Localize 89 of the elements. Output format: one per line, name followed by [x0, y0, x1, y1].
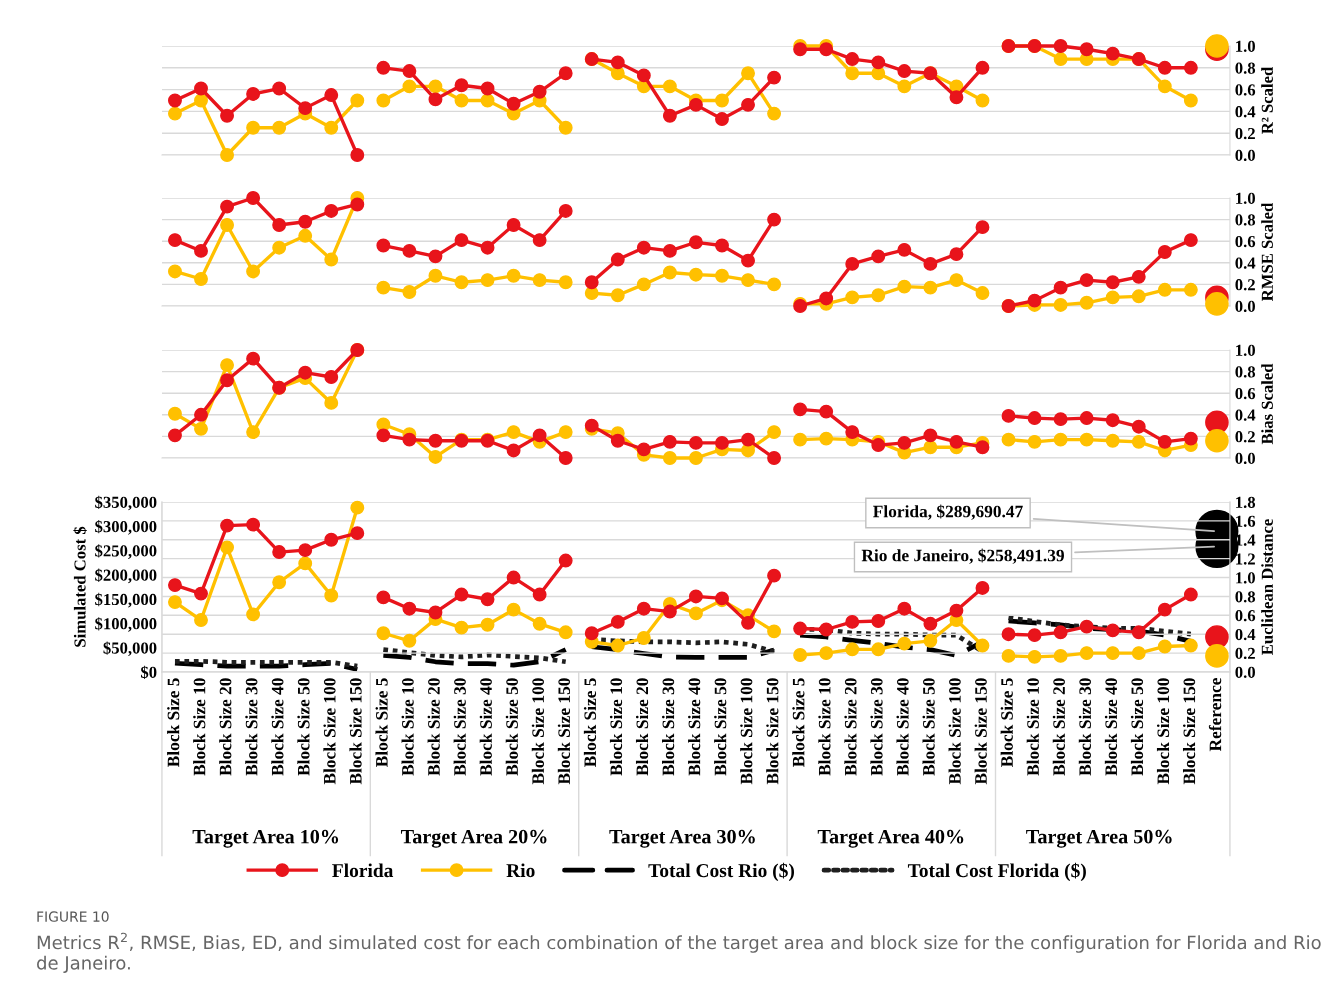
x-tick-label: Block Size 10: [609, 678, 623, 776]
y-tick-label: $250,000: [95, 544, 157, 559]
text: Target Area 40%: [817, 829, 964, 848]
x-tick-label: Block Size 100: [740, 678, 753, 785]
legend-label: Florida: [332, 863, 394, 878]
y-tick-label: 0.6: [1235, 84, 1256, 96]
y-tick-label: 0.8: [1235, 62, 1256, 74]
y-tick-label: 0.0: [1235, 452, 1255, 465]
x-tick-label: Block Size 40: [271, 678, 284, 776]
y2-tick-label: 1.2: [1236, 553, 1255, 565]
y-tick-label: 0.6: [1235, 235, 1256, 248]
y-axis-title: R² Scaled: [1261, 66, 1273, 134]
x-tick-label: Block Size 40: [479, 678, 492, 776]
x-tick-label: Block Size 20: [635, 678, 649, 776]
y-tick-label: 0.6: [1235, 387, 1256, 400]
x-tick-label: Block Size 150: [974, 678, 987, 785]
y-tick-label: 0.2: [1235, 127, 1255, 140]
legend-label: Rio: [506, 863, 535, 878]
y-tick-label: 0.0: [1235, 300, 1255, 313]
y-tick-label: $150,000: [95, 592, 157, 608]
y-tick-label: $300,000: [95, 520, 157, 535]
x-tick-label: Block Size 50: [714, 678, 727, 776]
legend-label: Total Cost Rio ($): [648, 862, 795, 882]
y2-tick-label: 1.8: [1236, 496, 1256, 509]
x-tick-label: Block Size 10: [818, 678, 831, 776]
y-tick-label: $50,000: [103, 641, 157, 657]
y-tick-label: 1.0: [1236, 40, 1255, 52]
y-tick-label: 0.2: [1235, 431, 1255, 443]
x-tick-label: Block Size 100: [948, 678, 961, 785]
text: Target Area 50%: [1026, 829, 1172, 848]
y-tick-label: $100,000: [95, 617, 157, 632]
y-axis-title: RMSE Scaled: [1261, 202, 1273, 302]
x-tick-label: Block Size 5: [1000, 678, 1013, 767]
x-tick-label: Block Size 40: [1104, 678, 1118, 776]
y-tick-label: 1.0: [1236, 192, 1255, 205]
x-tick-label: Block Size 30: [245, 678, 258, 776]
x-tick-label: Block Size 150: [349, 678, 362, 785]
y2-tick-label: 1.6: [1236, 515, 1256, 527]
x-tick-label: Block Size 10: [401, 678, 414, 776]
x-tick-label: Block Size 40: [688, 678, 701, 776]
caption: FIGURE 10: [37, 911, 109, 922]
x-tick-label: Block Size 50: [505, 678, 518, 776]
x-tick-label: Block Size 20: [427, 678, 440, 776]
x-tick-label: Block Size 20: [844, 678, 857, 776]
y-tick-label: 0.0: [1235, 149, 1255, 162]
y-axis-title: Bias Scaled: [1261, 363, 1273, 445]
y-tick-label: 0.8: [1235, 366, 1256, 378]
y-tick-label: 1.0: [1236, 344, 1255, 357]
y-axis-title: Simulated Cost $: [73, 526, 87, 647]
x-tick-label: Block Size 40: [896, 678, 909, 776]
y-tick-label: 0.4: [1235, 409, 1256, 421]
x-tick-label: Block Size 100: [1156, 678, 1170, 785]
x-tick-label: Block Size 30: [870, 678, 883, 776]
y-tick-label: $350,000: [95, 495, 157, 511]
text: Target Area 10%: [192, 829, 339, 848]
y-tick-label: 0.8: [1235, 214, 1256, 226]
text: Metrics R$^{2}$, RMSE, Bias, ED, and simulated cost for each combination of the target area and block size for the configuration for Florida and Rio de Janeiro.: [37, 932, 1321, 974]
x-tick-label: Block Size 50: [297, 678, 310, 776]
x-tick-label: Block Size 20: [219, 678, 232, 776]
y-tick-label: 0.4: [1235, 106, 1256, 118]
x-tick-label: Block Size 150: [766, 678, 779, 785]
y-tick-label: $0: [141, 665, 157, 680]
x-tick-label: Block Size 100: [531, 678, 544, 785]
x-tick-label: Block Size 100: [323, 678, 336, 785]
x-tick-label: Block Size 30: [662, 678, 675, 776]
y-tick-label: $200,000: [95, 568, 157, 584]
text: Target Area 20%: [400, 829, 547, 848]
y2-tick-label: 1.4: [1236, 534, 1256, 546]
x-tick-label: Block Size 5: [792, 678, 805, 767]
x-tick-label: Reference: [1208, 677, 1222, 752]
legend-label: Total Cost Florida ($): [907, 862, 1086, 882]
y-tick-label: 0.2: [1235, 279, 1255, 291]
x-tick-label: Block Size 10: [1026, 678, 1039, 776]
x-tick-label: Block Size 30: [453, 678, 466, 776]
x-tick-label: Block Size 10: [193, 678, 206, 776]
x-tick-label: Block Size 5: [583, 678, 597, 767]
x-tick-label: Block Size 50: [922, 678, 935, 776]
x-tick-label: Block Size 5: [167, 678, 180, 767]
annotation: Rio de Janeiro, $258,491.39: [861, 548, 1064, 564]
x-tick-label: Block Size 50: [1130, 678, 1144, 776]
y2-axis-title: Euclidean Distance: [1261, 519, 1273, 655]
y-tick-label: 0.4: [1235, 257, 1256, 269]
text: Target Area 30%: [609, 829, 755, 848]
x-tick-label: Block Size 150: [1182, 678, 1196, 785]
x-tick-label: Block Size 30: [1078, 678, 1092, 776]
x-tick-label: Block Size 150: [557, 678, 571, 785]
x-tick-label: Block Size 20: [1052, 678, 1065, 776]
annotation: Florida, $289,690.47: [873, 504, 1023, 520]
x-tick-label: Block Size 5: [375, 678, 388, 767]
